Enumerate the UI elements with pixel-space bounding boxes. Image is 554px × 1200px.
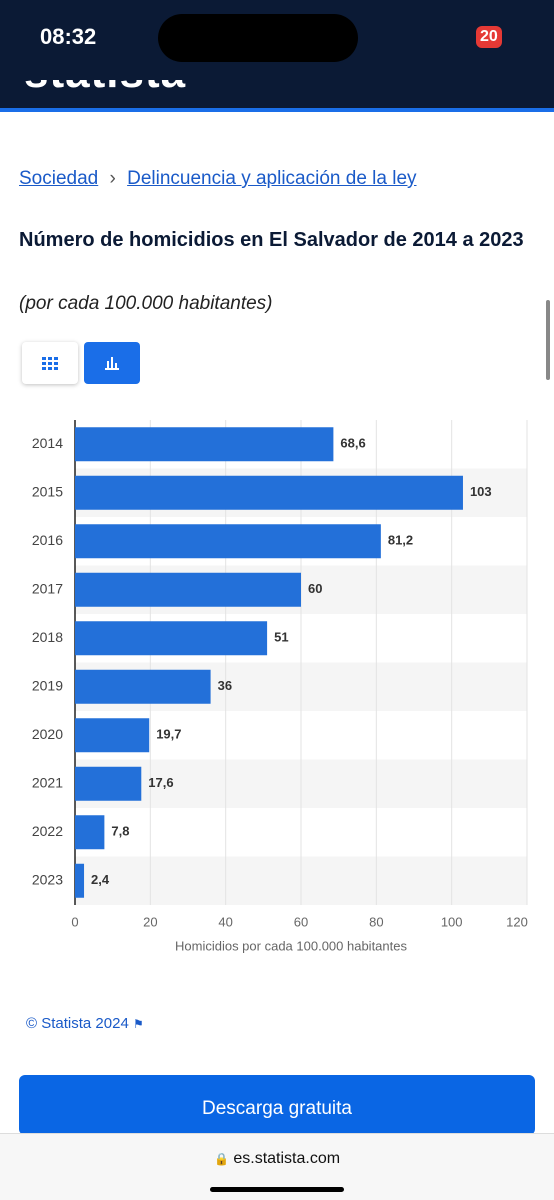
- chart: 0 20 40 60 80 100 120 Homicidios por cada 100.0…: [32, 420, 528, 953]
- y-tick-label: 2022: [32, 823, 63, 839]
- source[interactable]: © Statista 2024 ⚑: [26, 1015, 144, 1032]
- value-label: 36: [218, 678, 232, 693]
- value-label: 60: [308, 581, 322, 596]
- download-button[interactable]: Descarga gratuita: [19, 1075, 535, 1135]
- bar: [75, 669, 211, 704]
- x-axis-label: Homicidios por cada 100.000 habitantes: [175, 938, 407, 953]
- chart-icon: [105, 357, 119, 370]
- bar: [75, 863, 85, 898]
- browser-bar: 🔒 es.statista.com: [0, 1133, 554, 1200]
- breadcrumb: Sociedad › Delincuencia y aplicación de …: [19, 168, 417, 189]
- bar: [75, 621, 268, 656]
- x-tick-label: 100: [441, 914, 463, 929]
- value-label: 51: [274, 630, 288, 645]
- x-tick-label: 120: [506, 914, 528, 929]
- y-tick-label: 2019: [32, 677, 63, 693]
- x-tick-label: 60: [294, 914, 308, 929]
- source-text: © Statista 2024: [26, 1015, 129, 1032]
- bar: [75, 427, 334, 462]
- x-tick-label: 40: [218, 914, 232, 929]
- bar: [75, 815, 105, 850]
- value-label: 7,8: [111, 824, 129, 839]
- x-tick-label: 20: [143, 914, 157, 929]
- grid-icon: [42, 357, 58, 370]
- value-label: 68,6: [340, 436, 365, 451]
- bar: [75, 718, 150, 753]
- value-label: 2,4: [91, 872, 110, 887]
- y-tick-label: 2021: [32, 774, 63, 790]
- home-indicator: [210, 1187, 344, 1192]
- y-tick-label: 2015: [32, 483, 63, 499]
- table-view-button[interactable]: [22, 342, 78, 384]
- scrollbar: [546, 300, 550, 380]
- value-label: 17,6: [148, 775, 173, 790]
- url-text: es.statista.com: [233, 1150, 341, 1167]
- x-tick-label: 0: [71, 914, 78, 929]
- value-label: 81,2: [388, 533, 413, 548]
- y-tick-label: 2017: [32, 580, 63, 596]
- breadcrumb-link[interactable]: Delincuencia y aplicación de la ley: [127, 168, 417, 189]
- y-tick-label: 2020: [32, 726, 63, 742]
- bar: [75, 524, 381, 559]
- y-tick-label: 2014: [32, 435, 63, 451]
- dynamic-island: [158, 14, 358, 62]
- y-tick-label: 2018: [32, 629, 63, 645]
- top-bar: statista 08:32 20: [0, 0, 554, 108]
- chart-subtitle: (por cada 100.000 habitantes): [19, 293, 273, 314]
- time: 08:32: [40, 24, 97, 49]
- accent-line: [0, 108, 554, 112]
- chart-title: Número de homicidios en El Salvador de 2…: [19, 229, 524, 251]
- url[interactable]: 🔒 es.statista.com: [213, 1150, 341, 1167]
- breadcrumb-link[interactable]: Sociedad: [19, 168, 99, 189]
- bar: [75, 475, 463, 510]
- battery: 20: [476, 26, 502, 48]
- bar: [75, 766, 142, 801]
- bar: [75, 572, 301, 607]
- value-label: 103: [470, 484, 492, 499]
- value-label: 19,7: [156, 727, 181, 742]
- x-tick-label: 80: [369, 914, 383, 929]
- y-tick-label: 2016: [32, 532, 63, 548]
- chart-view-button[interactable]: [84, 342, 140, 384]
- y-tick-label: 2023: [32, 871, 63, 887]
